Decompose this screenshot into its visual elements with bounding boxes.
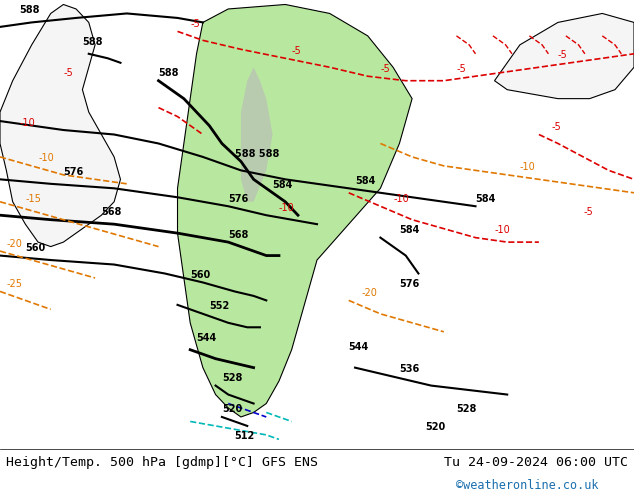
Text: -10: -10 (279, 203, 295, 213)
Text: 588: 588 (158, 68, 179, 78)
Text: -5: -5 (583, 207, 593, 217)
Polygon shape (0, 4, 120, 246)
Text: 520: 520 (222, 404, 242, 415)
Text: 584: 584 (273, 180, 293, 190)
Text: Tu 24-09-2024 06:00 UTC (00+06): Tu 24-09-2024 06:00 UTC (00+06) (444, 456, 634, 469)
Text: ©weatheronline.co.uk: ©weatheronline.co.uk (456, 479, 599, 490)
Text: -10: -10 (495, 225, 510, 235)
Text: 576: 576 (63, 167, 84, 177)
Text: 584: 584 (399, 225, 420, 235)
Text: -5: -5 (380, 64, 390, 74)
Text: 588: 588 (82, 37, 103, 47)
Text: -25: -25 (6, 279, 22, 289)
Text: -5: -5 (190, 19, 200, 29)
Text: -5: -5 (552, 122, 561, 132)
Text: -5: -5 (558, 50, 567, 60)
Text: 560: 560 (25, 243, 46, 253)
Text: 528: 528 (222, 373, 242, 383)
Text: 588 588: 588 588 (235, 149, 279, 159)
Text: Height/Temp. 500 hPa [gdmp][°C] GFS ENS: Height/Temp. 500 hPa [gdmp][°C] GFS ENS (6, 456, 318, 469)
Polygon shape (495, 13, 634, 98)
Text: 520: 520 (425, 422, 445, 432)
Polygon shape (178, 4, 412, 417)
Text: 588: 588 (19, 5, 39, 16)
Text: 544: 544 (197, 333, 217, 343)
Text: 584: 584 (476, 194, 496, 204)
Text: 568: 568 (228, 230, 249, 240)
Text: -10: -10 (38, 153, 54, 163)
Text: 568: 568 (101, 207, 122, 217)
Text: -10: -10 (19, 118, 35, 127)
Text: 536: 536 (399, 364, 420, 374)
Text: 584: 584 (355, 176, 375, 186)
Text: -15: -15 (25, 194, 41, 204)
Text: -10: -10 (393, 194, 409, 204)
Text: 576: 576 (228, 194, 249, 204)
Text: 528: 528 (456, 404, 477, 415)
Text: 552: 552 (209, 301, 230, 311)
Text: 544: 544 (349, 342, 369, 352)
Text: 560: 560 (190, 270, 210, 280)
Text: 512: 512 (235, 431, 255, 441)
Text: -20: -20 (361, 288, 377, 298)
Polygon shape (241, 67, 273, 202)
Text: -20: -20 (6, 239, 22, 248)
Text: -10: -10 (520, 162, 536, 172)
Text: 576: 576 (399, 279, 420, 289)
Text: -5: -5 (456, 64, 466, 74)
Text: -5: -5 (292, 46, 301, 56)
Text: -5: -5 (63, 68, 73, 78)
